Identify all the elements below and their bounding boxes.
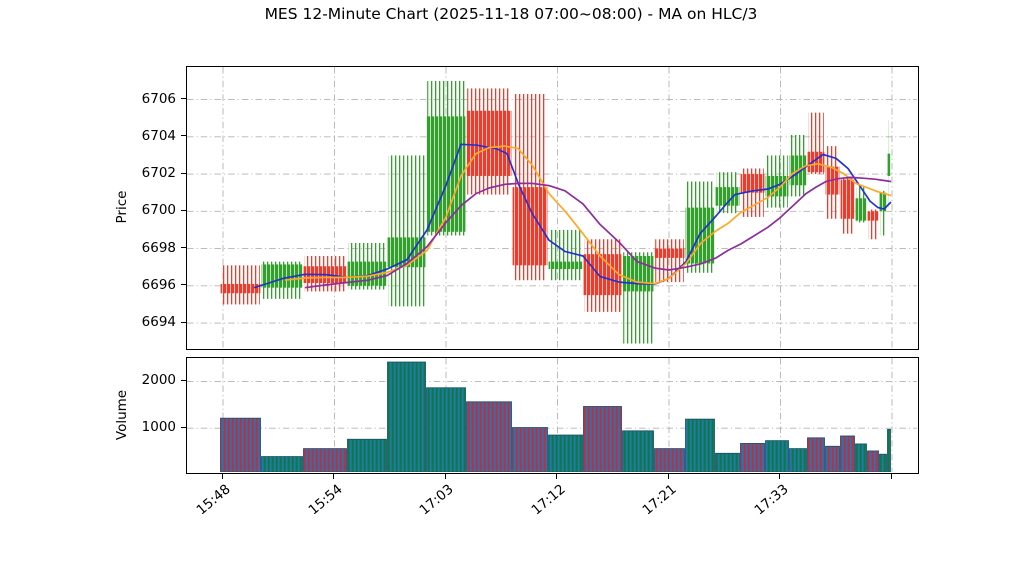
y-tickmark [181, 209, 186, 211]
y-tickmark [181, 379, 186, 381]
volume-bar [347, 438, 387, 472]
candlestick [583, 254, 622, 296]
x-tickmark [779, 474, 781, 479]
volume-bar [654, 448, 685, 472]
candlestick [855, 198, 867, 221]
y-tick-label: 6698 [141, 239, 176, 256]
plot-surface [187, 358, 917, 472]
y-tick-label: 6694 [141, 314, 176, 331]
candlestick [466, 110, 512, 176]
x-tick-label: 17:21 [639, 481, 680, 519]
candlestick [426, 116, 466, 232]
volume-bar [466, 401, 512, 472]
price-panel [186, 66, 919, 350]
x-tickmark [444, 474, 446, 479]
x-tickmark [890, 474, 892, 479]
volume-bar [220, 417, 261, 472]
y-tick-label: 1000 [141, 419, 176, 436]
candlestick [548, 261, 583, 270]
volume-bar [512, 427, 548, 472]
x-tickmark [556, 474, 558, 479]
y-tickmark [181, 284, 186, 286]
chart-title: MES 12-Minute Chart (2025-11-18 07:00~08… [264, 5, 758, 23]
volume-bar [622, 430, 654, 472]
volume-bar [840, 435, 855, 472]
x-tickmark [667, 474, 669, 479]
volume-bar [387, 361, 426, 472]
y-tick-label: 6704 [141, 127, 176, 144]
volume-bar [548, 434, 583, 472]
x-tick-label: 15:48 [193, 481, 234, 519]
candlestick [840, 179, 855, 219]
ma-slow-line [304, 176, 892, 289]
y-tick-label: 6706 [141, 90, 176, 107]
y-tick-label: 6702 [141, 165, 176, 182]
ma-mid-line [284, 145, 892, 285]
volume-bar [685, 418, 715, 472]
volume-bar [715, 452, 740, 472]
candle-wick [388, 155, 425, 307]
y-tickmark [181, 247, 186, 249]
candle-wick [655, 239, 684, 283]
x-tick-label: 15:54 [305, 481, 346, 519]
volume-bar [765, 440, 789, 472]
candlestick [867, 211, 879, 221]
candlestick [512, 187, 548, 266]
plot-surface [187, 67, 917, 348]
volume-bar [426, 387, 466, 472]
candle-wick [880, 190, 886, 236]
volume-bar [887, 429, 891, 472]
y-tick-label: 6696 [141, 276, 176, 293]
volume-bar [879, 453, 887, 472]
y-tick-label: 6700 [141, 202, 176, 219]
y-tick-label: 2000 [141, 372, 176, 389]
candlestick [715, 187, 740, 206]
x-tick-label: 17:12 [528, 481, 569, 519]
x-tick-label: 17:33 [751, 481, 792, 519]
volume-bar [807, 437, 825, 472]
y-tickmark [181, 172, 186, 174]
volume-bar [825, 445, 840, 472]
volume-bar [740, 443, 765, 472]
candle-wick [868, 209, 878, 240]
y-tickmark [181, 321, 186, 323]
y-tickmark [181, 426, 186, 428]
x-tick-label: 17:03 [416, 481, 457, 519]
volume-bar [261, 456, 303, 472]
volume-bar [583, 406, 622, 472]
volume-bar [789, 448, 807, 472]
x-tickmark [333, 474, 335, 479]
volume-bar [855, 443, 867, 472]
y-tickmark [181, 98, 186, 100]
candlestick [654, 248, 685, 258]
candlestick [879, 192, 887, 212]
y-tickmark [181, 135, 186, 137]
x-tickmark [221, 474, 223, 479]
ma-fast-line [253, 143, 892, 289]
volume-panel [186, 357, 919, 474]
volume-bar [303, 448, 347, 472]
volume-bar [867, 450, 879, 472]
candlestick [887, 153, 891, 176]
candlestick [220, 283, 261, 294]
candlestick [740, 174, 765, 193]
